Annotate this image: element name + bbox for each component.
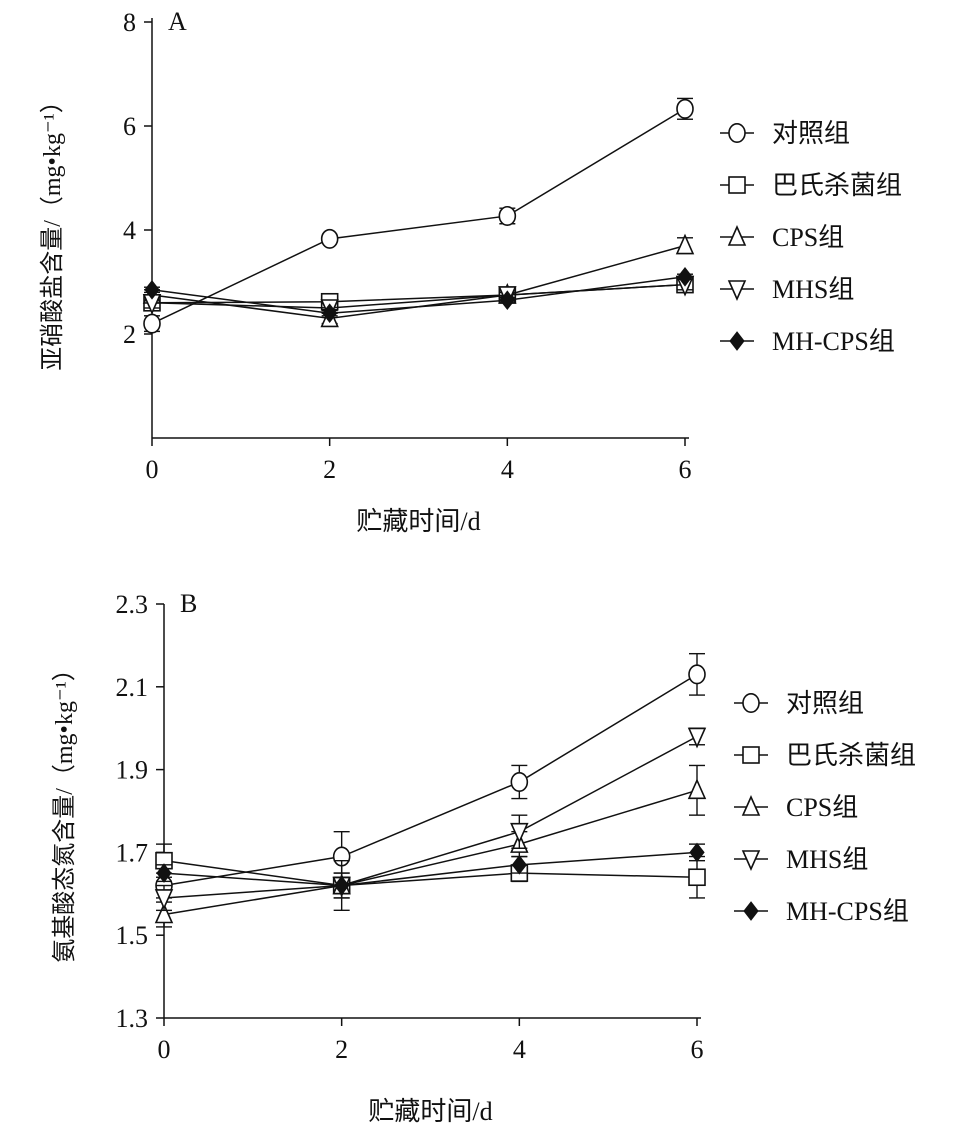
legend-marker	[743, 901, 759, 921]
x-tick-label: 4	[501, 455, 514, 484]
x-tick-label: 2	[323, 455, 336, 484]
legend-item: 巴氏杀菌组	[734, 741, 916, 770]
data-point	[688, 664, 706, 685]
data-point	[676, 98, 694, 119]
y-axis-label: 氨基酸态氮含量/（mg•kg⁻¹）	[51, 657, 78, 963]
legend-marker	[728, 123, 746, 144]
x-tick-label: 6	[691, 1035, 704, 1064]
data-point	[143, 313, 161, 334]
x-tick-label: 6	[679, 455, 692, 484]
legend-item: CPS组	[734, 793, 858, 822]
data-point	[322, 303, 338, 324]
legend-marker	[727, 280, 747, 301]
y-tick-label: 1.5	[116, 921, 149, 950]
legend-label: 对照组	[772, 119, 850, 148]
y-tick-label: 2.1	[116, 673, 149, 702]
x-tick-label: 4	[513, 1035, 526, 1064]
series-0	[143, 97, 694, 334]
y-tick-label: 1.9	[116, 756, 149, 785]
legend-marker	[729, 331, 745, 351]
data-point	[511, 855, 527, 875]
data-point	[499, 290, 515, 311]
x-tick-label: 2	[335, 1035, 348, 1064]
series-line	[151, 283, 686, 309]
legend-item: 对照组	[720, 119, 850, 148]
legend-label: MH-CPS组	[772, 327, 895, 356]
legend-label: MHS组	[772, 275, 854, 304]
data-point	[675, 233, 695, 255]
y-tick-label: 4	[123, 216, 136, 245]
series-4	[156, 842, 705, 896]
legend-marker	[741, 850, 761, 871]
data-point	[498, 205, 517, 226]
data-point	[689, 842, 705, 863]
legend-label: MH-CPS组	[786, 897, 909, 926]
data-point	[144, 279, 160, 300]
data-point	[688, 868, 706, 887]
data-point	[156, 863, 172, 883]
data-point	[334, 875, 350, 896]
series-line	[151, 244, 686, 320]
legend-label: CPS组	[786, 793, 858, 822]
data-point	[687, 778, 707, 800]
legend-item: MH-CPS组	[720, 327, 895, 356]
series-line	[163, 735, 698, 899]
panel-label: A	[168, 7, 187, 36]
y-tick-label: 1.7	[116, 838, 149, 867]
y-axis-label: 亚硝酸盐含量/（mg•kg⁻¹）	[39, 89, 66, 371]
x-axis-label: 贮藏时间/d	[356, 507, 480, 536]
series-line	[163, 859, 698, 887]
x-tick-label: 0	[146, 455, 159, 484]
panel-label: B	[180, 589, 197, 618]
legend-marker	[741, 795, 761, 816]
data-point	[320, 228, 339, 249]
series-2	[142, 233, 695, 328]
data-point	[510, 822, 529, 844]
series-4	[144, 266, 693, 324]
legend-label: CPS组	[772, 223, 844, 252]
data-point	[154, 889, 174, 910]
x-axis-label: 贮藏时间/d	[368, 1097, 492, 1126]
legend-marker	[727, 225, 747, 246]
data-point	[510, 772, 529, 793]
legend-label: MHS组	[786, 845, 868, 874]
legend-marker	[742, 692, 760, 713]
y-tick-label: 2	[123, 320, 136, 349]
data-point	[687, 727, 707, 749]
legend-label: 巴氏杀菌组	[772, 171, 902, 200]
y-tick-label: 2.3	[116, 590, 149, 619]
legend-label: 巴氏杀菌组	[786, 741, 916, 770]
data-point	[677, 266, 693, 287]
series-line	[163, 673, 698, 887]
legend-marker	[728, 176, 746, 194]
legend-item: MHS组	[734, 845, 868, 874]
series-1	[155, 843, 706, 912]
legend-item: CPS组	[720, 223, 844, 252]
legend-item: MH-CPS组	[734, 897, 909, 926]
legend-marker	[742, 746, 760, 764]
panel-b: 1.3 1.5 1.7 1.9 2.1 2.3 0 2 4 6 B 贮藏时间/d 氨基酸态氮含量/（mg…	[51, 589, 916, 1126]
series-line	[163, 851, 698, 887]
x-tick-label: 0	[158, 1035, 171, 1064]
series-line	[151, 276, 686, 314]
legend-item: 对照组	[734, 689, 864, 718]
legend-item: MHS组	[720, 275, 854, 304]
series-2	[154, 764, 707, 928]
series-line	[163, 789, 698, 916]
y-tick-label: 1.3	[116, 1004, 149, 1033]
y-tick-label: 8	[123, 8, 136, 37]
series-line	[151, 108, 686, 325]
series-3	[142, 275, 695, 320]
data-point	[154, 902, 174, 924]
y-tick-label: 6	[123, 112, 136, 141]
legend-label: 对照组	[786, 689, 864, 718]
legend-item: 巴氏杀菌组	[720, 171, 902, 200]
